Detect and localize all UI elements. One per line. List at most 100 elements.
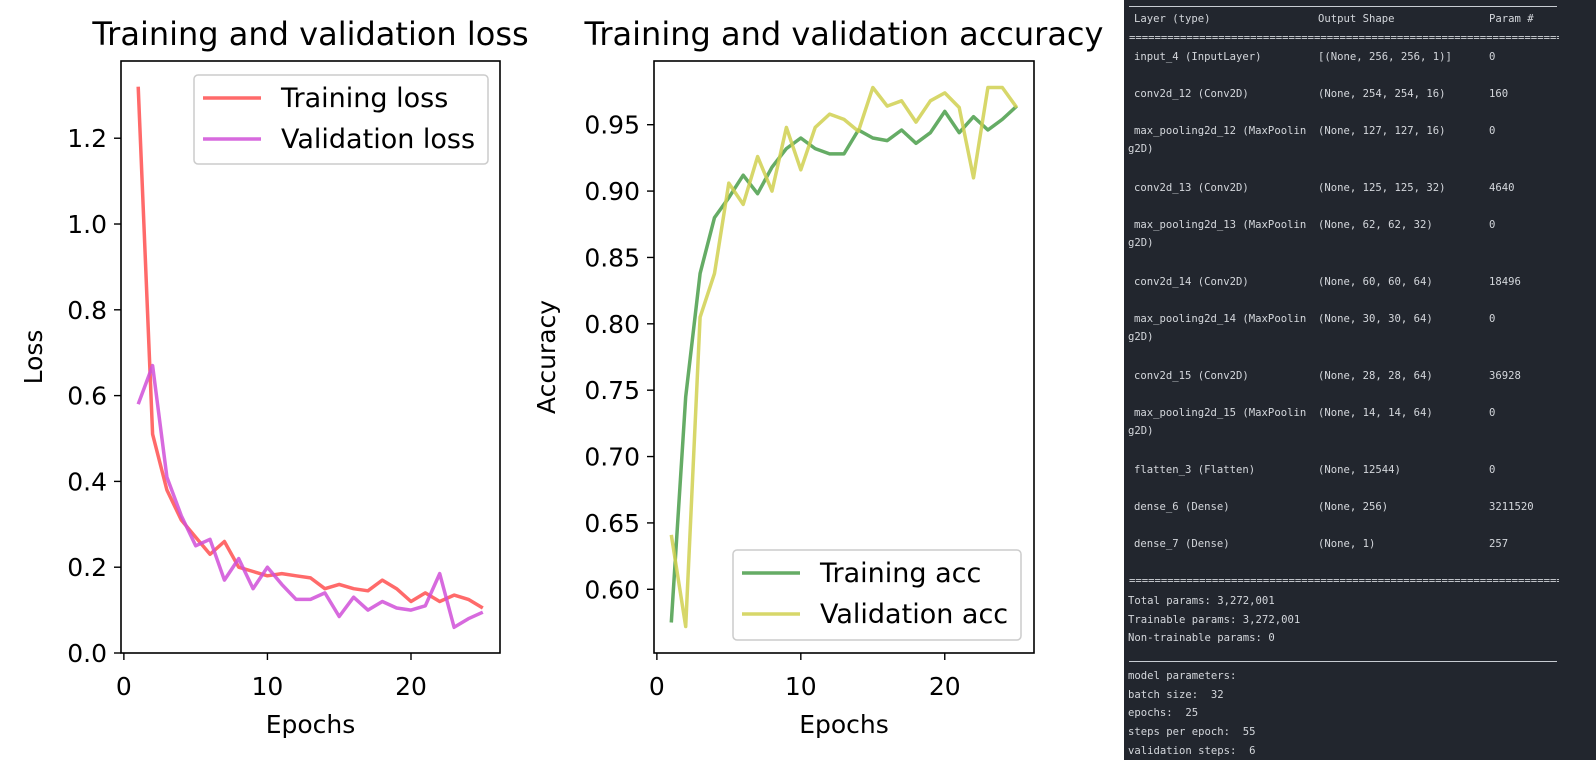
layer-name: dense_7 (Dense) [1134, 538, 1230, 550]
loss-x-tick-label: 0 [116, 672, 132, 701]
summary-double-rule: ========================================… [1129, 32, 1559, 44]
layer-param-count: 0 [1489, 51, 1496, 63]
loss-x-tick-label: 20 [395, 672, 427, 701]
header-param-count: Param # [1489, 13, 1534, 25]
loss-y-tick-label: 0.2 [67, 553, 107, 582]
layer-output-shape: [(None, 256, 256, 1)] [1318, 51, 1452, 63]
layer-output-shape: (None, 28, 28, 64) [1318, 370, 1433, 382]
layer-output-shape: (None, 30, 30, 64) [1318, 313, 1433, 325]
accuracy-x-tick-label: 0 [649, 672, 665, 701]
accuracy-y-tick-label: 0.60 [584, 575, 640, 604]
layer-param-count: 160 [1489, 88, 1509, 100]
loss-legend-label-0: Training loss [280, 83, 448, 114]
layer-output-shape: (None, 60, 60, 64) [1318, 276, 1433, 288]
loss-y-tick-label: 0.4 [67, 467, 107, 496]
layer-name: flatten_3 (Flatten) [1134, 464, 1256, 476]
accuracy-series-line-1 [669, 85, 1019, 629]
non-trainable-params: Non-trainable params: 0 [1128, 632, 1275, 644]
accuracy-legend: Training acc Validation acc [732, 549, 1022, 641]
loss-axes-frame [120, 60, 501, 654]
loss-series-line-0 [136, 86, 484, 610]
layer-name: input_4 (InputLayer) [1134, 51, 1262, 63]
summary-bottom-rule [1129, 661, 1557, 662]
accuracy-x-tick-label: 20 [929, 672, 961, 701]
layer-output-shape: (None, 62, 62, 32) [1318, 219, 1433, 231]
charts-figure: Training and validation loss 0 10 20 0.0 0.2 0… [19, 15, 1103, 739]
summary-top-rule [1129, 6, 1557, 7]
accuracy-y-tick-label: 0.95 [584, 111, 640, 140]
accuracy-x-axis-label: Epochs [799, 710, 889, 739]
loss-y-axis-label: Loss [19, 330, 48, 385]
accuracy-y-tick-label: 0.75 [584, 376, 640, 405]
loss-chart-title: Training and validation loss [91, 15, 528, 53]
layer-name: max_pooling2d_14 (MaxPoolin [1134, 313, 1307, 325]
layer-output-shape: (None, 125, 125, 32) [1318, 182, 1446, 194]
accuracy-y-axis-label: Accuracy [532, 300, 561, 414]
layer-name: conv2d_15 (Conv2D) [1134, 370, 1249, 382]
layer-param-count: 0 [1489, 407, 1496, 419]
trainable-params: Trainable params: 3,272,001 [1128, 614, 1301, 626]
layer-name-continued: g2D) [1128, 331, 1154, 343]
validation-steps: validation steps: 6 [1128, 745, 1256, 757]
layer-param-count: 0 [1489, 219, 1496, 231]
loss-y-tick-label: 0.0 [67, 639, 107, 668]
accuracy-series-line-0 [669, 104, 1018, 623]
layer-param-count: 0 [1489, 464, 1496, 476]
layer-name: dense_6 (Dense) [1134, 501, 1230, 513]
layer-output-shape: (None, 12544) [1318, 464, 1401, 476]
accuracy-y-tick-label: 0.65 [584, 509, 640, 538]
layer-name: conv2d_14 (Conv2D) [1134, 276, 1249, 288]
layer-name: conv2d_13 (Conv2D) [1134, 182, 1249, 194]
layer-param-count: 0 [1489, 125, 1496, 137]
accuracy-x-tick-label: 10 [785, 672, 817, 701]
layer-name: max_pooling2d_12 (MaxPoolin [1134, 125, 1307, 137]
loss-y-tick-label: 1.0 [67, 210, 107, 239]
model-summary-panel: Layer (type) Output Shape Param # ======… [1124, 0, 1596, 760]
loss-x-tick-label: 10 [252, 672, 284, 701]
layer-param-count: 257 [1489, 538, 1509, 550]
layer-name-continued: g2D) [1128, 425, 1154, 437]
accuracy-chart: Training and validation accuracy 0 10 20 0.6… [532, 15, 1103, 739]
layer-output-shape: (None, 256) [1318, 501, 1389, 513]
header-layer-type: Layer (type) [1134, 13, 1211, 25]
layer-param-count: 3211520 [1489, 501, 1534, 513]
accuracy-y-tick-label: 0.90 [584, 177, 640, 206]
batch-size: batch size: 32 [1128, 689, 1224, 701]
loss-legend-box [193, 74, 489, 165]
accuracy-y-tick-label: 0.80 [584, 310, 640, 339]
layer-param-count: 0 [1489, 313, 1496, 325]
layer-name-continued: g2D) [1128, 143, 1154, 155]
layer-param-count: 4640 [1489, 182, 1515, 194]
loss-x-axis-label: Epochs [266, 710, 356, 739]
loss-y-tick-label: 0.8 [67, 296, 107, 325]
layer-param-count: 18496 [1489, 276, 1521, 288]
loss-y-tick-label: 0.6 [67, 382, 107, 411]
loss-legend: Training loss Validation loss [193, 74, 489, 165]
accuracy-chart-title: Training and validation accuracy [584, 15, 1104, 53]
header-output-shape: Output Shape [1318, 13, 1395, 25]
layer-param-count: 36928 [1489, 370, 1521, 382]
layer-name: conv2d_12 (Conv2D) [1134, 88, 1249, 100]
loss-legend-label-1: Validation loss [281, 124, 475, 155]
loss-chart: Training and validation loss 0 10 20 0.0 0.2 0… [19, 15, 529, 739]
model-parameters-heading: model parameters: [1128, 670, 1237, 682]
layer-name: max_pooling2d_15 (MaxPoolin [1134, 407, 1307, 419]
layer-output-shape: (None, 127, 127, 16) [1318, 125, 1446, 137]
layer-output-shape: (None, 254, 254, 16) [1318, 88, 1446, 100]
layer-name: max_pooling2d_13 (MaxPoolin [1134, 219, 1307, 231]
loss-y-tick-label: 1.2 [67, 124, 107, 153]
accuracy-y-tick-label: 0.85 [584, 243, 640, 272]
total-params: Total params: 3,272,001 [1128, 595, 1275, 607]
accuracy-axes-frame [653, 60, 1035, 654]
accuracy-legend-box [732, 549, 1022, 641]
steps-per-epoch: steps per epoch: 55 [1128, 726, 1256, 738]
loss-series-line-1 [136, 363, 484, 630]
layer-name-continued: g2D) [1128, 237, 1154, 249]
layer-output-shape: (None, 14, 14, 64) [1318, 407, 1433, 419]
summary-double-rule-bottom: ========================================… [1129, 575, 1559, 587]
epochs-count: epochs: 25 [1128, 707, 1199, 719]
accuracy-legend-label-1: Validation acc [820, 599, 1008, 630]
layer-output-shape: (None, 1) [1318, 538, 1376, 550]
accuracy-y-tick-label: 0.70 [584, 443, 640, 472]
accuracy-legend-label-0: Training acc [819, 558, 981, 589]
